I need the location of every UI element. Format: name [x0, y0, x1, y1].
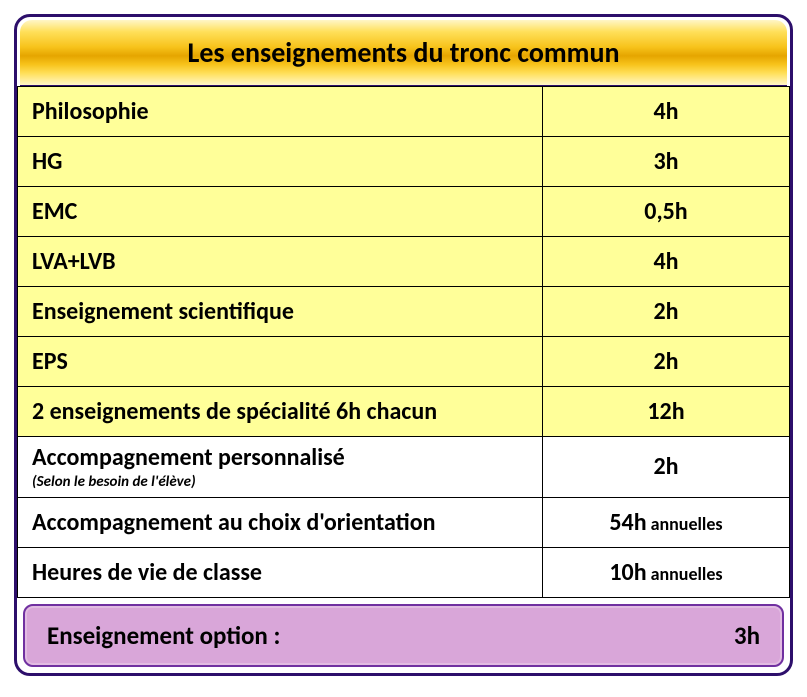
curriculum-table: Philosophie4hHG3hEMC0,5hLVA+LVB4hEnseign… [17, 86, 790, 598]
row-subnote: (Selon le besoin de l'élève) [32, 474, 528, 491]
table-row: Accompagnement personnalisé(Selon le bes… [18, 437, 790, 498]
row-hours: 12h [542, 387, 789, 437]
option-hours: 3h [734, 620, 760, 651]
row-label: 2 enseignements de spécialité 6h chacun [18, 387, 543, 437]
row-label: Heures de vie de classe [18, 547, 543, 597]
table-header: Les enseignements du tronc commun [20, 20, 787, 86]
row-hours: 54hannuelles [542, 497, 789, 547]
row-hours: 2h [542, 437, 789, 498]
row-hours: 10hannuelles [542, 547, 789, 597]
table-title: Les enseignements du tronc commun [187, 35, 619, 70]
row-hours: 4h [542, 237, 789, 287]
row-hours: 2h [542, 337, 789, 387]
table-row: EPS2h [18, 337, 790, 387]
row-label: Accompagnement personnalisé(Selon le bes… [18, 437, 543, 498]
option-label: Enseignement option : [47, 620, 280, 651]
row-label: Accompagnement au choix d'orientation [18, 497, 543, 547]
curriculum-table-container: Les enseignements du tronc commun Philos… [14, 14, 793, 676]
table-row: Enseignement scientifique2h [18, 287, 790, 337]
row-hours: 0,5h [542, 187, 789, 237]
table-row: LVA+LVB4h [18, 237, 790, 287]
row-hours-suffix: annuelles [651, 513, 723, 535]
row-hours: 2h [542, 287, 789, 337]
row-label: HG [18, 137, 543, 187]
table-row: EMC0,5h [18, 187, 790, 237]
table-row: Accompagnement au choix d'orientation54h… [18, 497, 790, 547]
table-row: HG3h [18, 137, 790, 187]
option-bar: Enseignement option : 3h [23, 604, 784, 667]
row-label: EMC [18, 187, 543, 237]
row-label: Philosophie [18, 87, 543, 137]
table-row: Heures de vie de classe10hannuelles [18, 547, 790, 597]
table-row: 2 enseignements de spécialité 6h chacun1… [18, 387, 790, 437]
row-hours-suffix: annuelles [651, 563, 723, 585]
row-label: EPS [18, 337, 543, 387]
row-label: LVA+LVB [18, 237, 543, 287]
row-hours: 4h [542, 87, 789, 137]
row-hours: 3h [542, 137, 789, 187]
table-row: Philosophie4h [18, 87, 790, 137]
row-label: Enseignement scientifique [18, 287, 543, 337]
